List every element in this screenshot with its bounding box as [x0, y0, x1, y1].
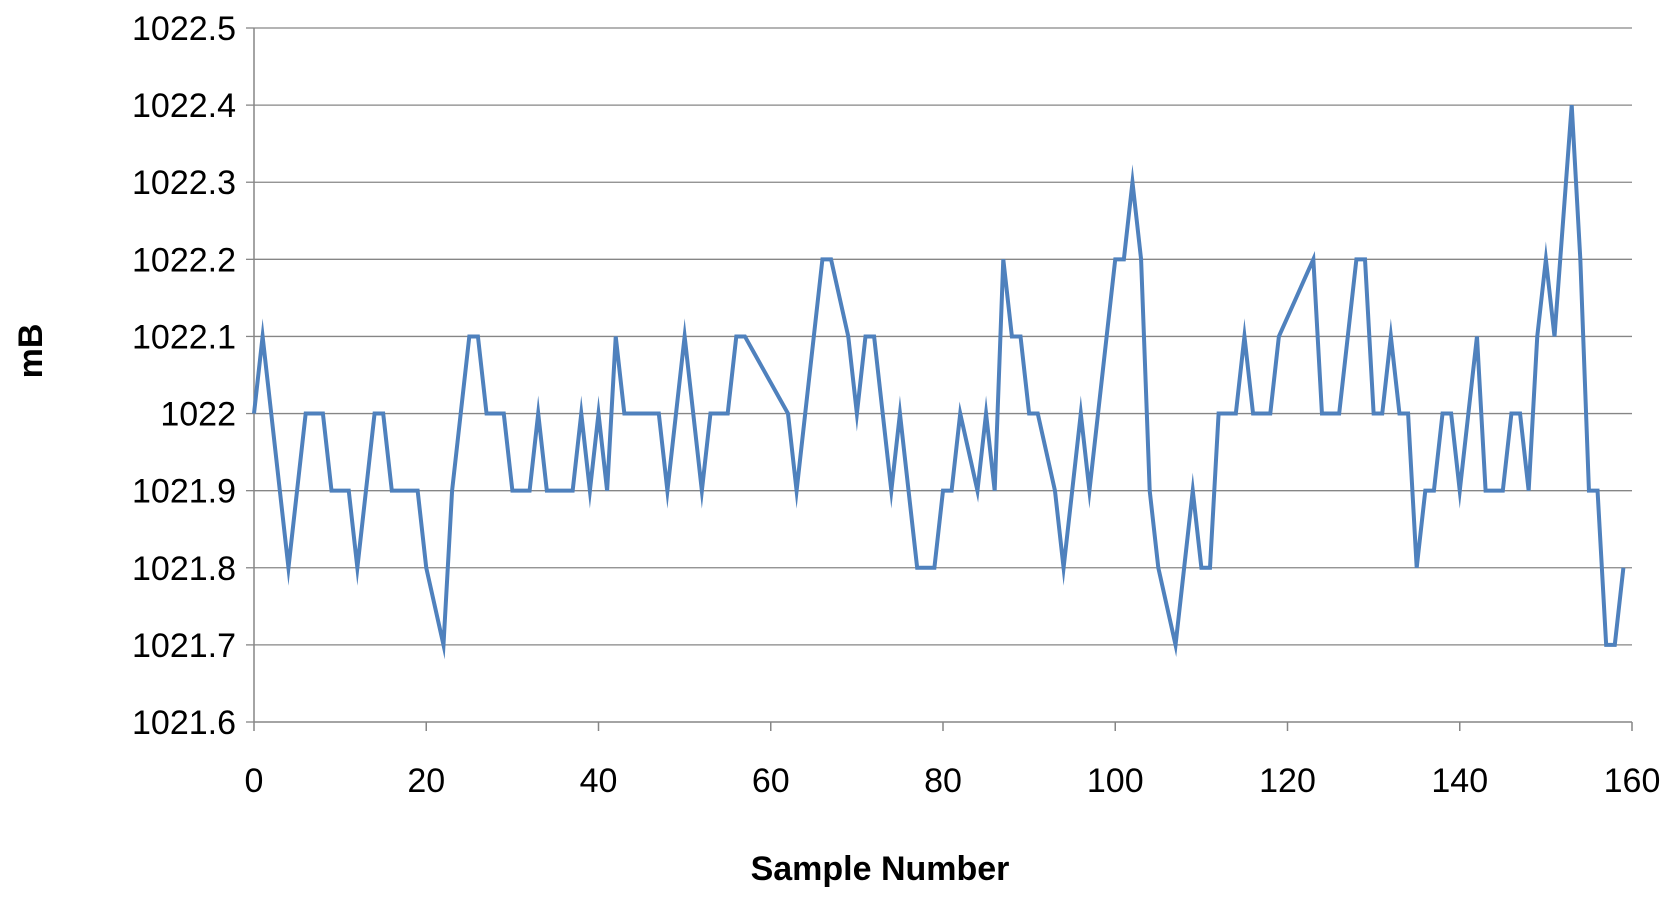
y-axis-title: mB: [12, 324, 50, 379]
x-tick-label: 120: [1259, 762, 1316, 800]
axes: [246, 27, 1633, 731]
y-tick-label: 1022.5: [132, 10, 236, 48]
y-tick-label: 1021.7: [132, 627, 236, 665]
series-group: [252, 104, 1626, 660]
x-axis-title: Sample Number: [751, 850, 1010, 888]
x-tick-labels: 0 20 40 60 80 100 120 140 160: [245, 762, 1661, 800]
y-tick-label: 1022.3: [132, 164, 236, 202]
x-tick-label: 160: [1604, 762, 1661, 800]
x-tick-label: 80: [924, 762, 962, 800]
gridlines: [254, 27, 1632, 646]
y-tick-label: 1021.6: [132, 704, 236, 742]
y-tick-labels: 1021.6 1021.7 1021.8 1021.9 1022 1022.1 1022.2…: [132, 10, 236, 742]
x-tick-label: 20: [407, 762, 445, 800]
y-tick-label: 1021.9: [132, 473, 236, 511]
x-tick-label: 60: [752, 762, 790, 800]
y-tick-label: 1022.4: [132, 87, 236, 125]
y-tick-label: 1022: [160, 396, 236, 434]
x-tick-label: 140: [1431, 762, 1488, 800]
y-tick-label: 1022.2: [132, 241, 236, 279]
x-tick-label: 40: [580, 762, 618, 800]
y-tick-label: 1021.8: [132, 550, 236, 588]
series-line: [252, 104, 1626, 660]
x-tick-label: 100: [1087, 762, 1144, 800]
x-tick-label: 0: [245, 762, 264, 800]
y-tick-label: 1022.1: [132, 318, 236, 356]
